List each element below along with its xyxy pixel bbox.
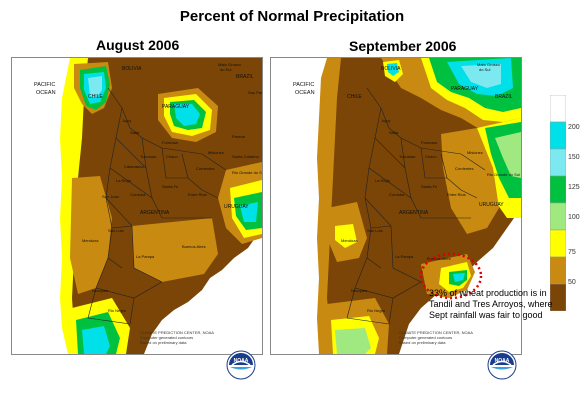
svg-text:Mato Grosso: Mato Grosso — [477, 62, 501, 67]
svg-text:Rio Grande do Sul: Rio Grande do Sul — [487, 172, 520, 177]
svg-text:BRAZIL: BRAZIL — [495, 94, 513, 100]
svg-text:Jujuy: Jujuy — [381, 118, 390, 123]
svg-text:Formosa: Formosa — [162, 140, 179, 145]
svg-text:OCEAN: OCEAN — [36, 90, 56, 96]
svg-text:San Juan: San Juan — [102, 194, 119, 199]
svg-text:La Pampa: La Pampa — [395, 254, 414, 259]
svg-text:Cordoba: Cordoba — [130, 192, 146, 197]
svg-text:Cordoba: Cordoba — [389, 192, 405, 197]
svg-text:Mato Grosso: Mato Grosso — [218, 62, 242, 67]
svg-text:La Rioja: La Rioja — [116, 178, 131, 183]
svg-text:Chaco: Chaco — [425, 154, 437, 159]
svg-text:Catamarca: Catamarca — [124, 164, 144, 169]
noaa-logo-text: NOAA — [234, 358, 249, 364]
svg-text:Chaco: Chaco — [166, 154, 178, 159]
legend-tick-100: 100 — [568, 214, 580, 221]
svg-text:Computer generated contours: Computer generated contours — [140, 335, 193, 340]
wheat-annotation: 33% of wheat production is in Tandil and… — [429, 288, 553, 320]
august-precip-map: PACIFIC OCEAN BOLIVIA PARAGUAY BRAZIL CH… — [11, 57, 267, 355]
svg-text:Formosa: Formosa — [421, 140, 438, 145]
svg-text:Salta: Salta — [130, 130, 140, 135]
svg-text:Parana: Parana — [232, 134, 246, 139]
svg-text:San Luis: San Luis — [367, 228, 383, 233]
svg-text:Entre Rios: Entre Rios — [447, 192, 466, 197]
svg-text:Santa Fe: Santa Fe — [162, 184, 179, 189]
svg-text:URUGUAY: URUGUAY — [224, 204, 249, 210]
svg-text:Misiones: Misiones — [467, 150, 483, 155]
svg-text:Tucuman: Tucuman — [399, 154, 416, 159]
svg-text:Jujuy: Jujuy — [122, 118, 131, 123]
noaa-logo-icon: NOAA — [226, 350, 256, 380]
legend-tick-50: 50 — [568, 279, 576, 286]
svg-text:San Luis: San Luis — [108, 228, 124, 233]
highlight-circle — [419, 252, 483, 300]
svg-text:Neuquen: Neuquen — [351, 288, 367, 293]
legend-tick-125: 125 — [568, 184, 580, 191]
svg-text:BOLIVIA: BOLIVIA — [122, 66, 142, 72]
svg-text:PARAGUAY: PARAGUAY — [162, 104, 190, 110]
svg-text:Rio Negro: Rio Negro — [367, 308, 386, 313]
svg-text:Mendoza: Mendoza — [341, 238, 358, 243]
noaa-logo-icon: NOAA — [487, 350, 517, 380]
svg-text:Misiones: Misiones — [208, 150, 224, 155]
svg-text:do Sul: do Sul — [220, 67, 231, 72]
legend-swatch — [549, 121, 567, 150]
legend-tick-200: 200 — [568, 124, 580, 131]
september-precip-map: PACIFIC OCEAN BOLIVIA PARAGUAY BRAZIL CH… — [270, 57, 522, 355]
svg-text:La Pampa: La Pampa — [136, 254, 155, 259]
legend-tick-150: 150 — [568, 154, 580, 161]
precip-legend-bar — [549, 94, 567, 312]
svg-text:Neuquen: Neuquen — [92, 288, 108, 293]
svg-text:Tucuman: Tucuman — [140, 154, 157, 159]
svg-text:BRAZIL: BRAZIL — [236, 74, 254, 80]
svg-text:CLIMATE PREDICTION CENTER, NOA: CLIMATE PREDICTION CENTER, NOAA — [399, 330, 473, 335]
svg-text:La Rioja: La Rioja — [375, 178, 390, 183]
svg-text:Buenos Aires: Buenos Aires — [427, 256, 451, 261]
svg-text:BOLIVIA: BOLIVIA — [381, 66, 401, 72]
svg-text:Sao Paulo: Sao Paulo — [248, 90, 262, 95]
svg-text:Based on preliminary data: Based on preliminary data — [399, 340, 446, 345]
pacific-ocean-label: PACIFIC — [34, 82, 55, 88]
panel-title-september: September 2006 — [349, 38, 457, 54]
svg-text:Salta: Salta — [389, 130, 399, 135]
svg-text:Based on preliminary data: Based on preliminary data — [140, 340, 187, 345]
noaa-logo-text: NOAA — [495, 358, 510, 364]
legend-swatch — [549, 175, 567, 204]
svg-text:Corrientes: Corrientes — [196, 166, 214, 171]
legend-swatch — [549, 202, 567, 231]
svg-text:Computer generated contours: Computer generated contours — [399, 335, 452, 340]
svg-text:ARGENTINA: ARGENTINA — [399, 210, 429, 216]
svg-text:PACIFIC: PACIFIC — [293, 82, 314, 88]
svg-text:PARAGUAY: PARAGUAY — [451, 86, 479, 92]
svg-text:Entre Rios: Entre Rios — [188, 192, 207, 197]
legend-swatch — [549, 229, 567, 258]
svg-text:Santa Catarina: Santa Catarina — [232, 154, 259, 159]
svg-text:Buenos Aires: Buenos Aires — [182, 244, 206, 249]
panel-title-august: August 2006 — [96, 37, 180, 53]
svg-text:CHILE: CHILE — [88, 94, 103, 100]
page-title: Percent of Normal Precipitation — [179, 8, 405, 25]
svg-text:Rio Grande do Sul: Rio Grande do Sul — [232, 170, 262, 175]
svg-text:Rio Negro: Rio Negro — [108, 308, 127, 313]
svg-text:CHILE: CHILE — [347, 94, 362, 100]
svg-text:Mendoza: Mendoza — [82, 238, 99, 243]
legend-tick-75: 75 — [568, 249, 576, 256]
svg-text:ARGENTINA: ARGENTINA — [140, 210, 170, 216]
legend-swatch — [549, 148, 567, 177]
svg-text:OCEAN: OCEAN — [295, 90, 315, 96]
legend-swatch — [549, 94, 567, 123]
legend-swatch — [549, 256, 567, 285]
svg-text:do Sul: do Sul — [479, 67, 490, 72]
svg-text:Corrientes: Corrientes — [455, 166, 473, 171]
svg-text:CLIMATE PREDICTION CENTER, NOA: CLIMATE PREDICTION CENTER, NOAA — [140, 330, 214, 335]
svg-text:URUGUAY: URUGUAY — [479, 202, 504, 208]
svg-text:Santa Fe: Santa Fe — [421, 184, 438, 189]
